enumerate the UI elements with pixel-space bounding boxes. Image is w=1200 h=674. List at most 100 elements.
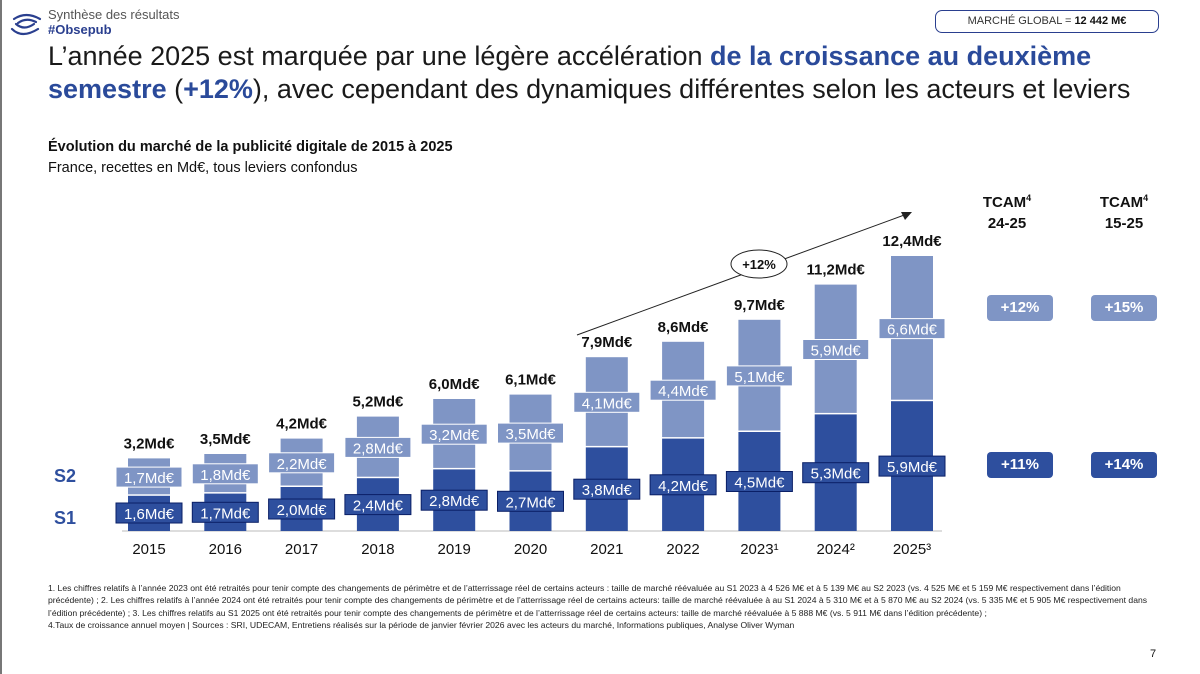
section-title: Synthèse des résultats (48, 7, 180, 22)
market-badge-value: 12 442 M€ (1074, 15, 1127, 27)
total-label: 6,0Md€ (429, 376, 481, 393)
x-tick-label: 2021 (590, 541, 623, 558)
tcam-15-25-s2: +15% (1091, 295, 1157, 321)
data-label-box (115, 502, 183, 524)
data-label-box (268, 452, 336, 474)
total-label: 3,5Md€ (200, 431, 252, 448)
data-label-box (268, 498, 336, 520)
x-tick-label: 2024² (817, 541, 855, 558)
tcam-label: TCAM (1099, 194, 1144, 211)
x-tick-label: 2025³ (893, 541, 931, 558)
data-label-s1: 1,6Md€ (124, 506, 175, 523)
x-tick-label: 2019 (438, 541, 471, 558)
data-label-s1: 5,9Md€ (887, 459, 938, 476)
title-part: ( (166, 74, 184, 104)
data-label-box (420, 489, 488, 511)
data-label-box (649, 379, 717, 401)
total-label: 7,9Md€ (581, 334, 633, 351)
x-tick-label: 2022 (666, 541, 699, 558)
data-label-s1: 4,5Md€ (734, 475, 785, 492)
x-tick-label: 2018 (361, 541, 394, 558)
data-label-box (725, 471, 793, 492)
tcam-24-25-s2: +12% (987, 295, 1053, 321)
data-label-box (802, 462, 870, 484)
tcam-label: TCAM (982, 194, 1027, 211)
data-label-s2: 1,8Md€ (200, 467, 251, 484)
data-label-s2: 1,7Md€ (124, 470, 175, 487)
tcam-sup: 4 (1026, 193, 1032, 203)
growth-annotation: +12% (742, 257, 776, 272)
total-label: 9,7Md€ (734, 297, 786, 314)
tcam-15-25-s1: +14% (1091, 452, 1157, 478)
tcam-period: 15-25 (1104, 215, 1144, 232)
data-label-s1: 1,7Md€ (200, 505, 251, 522)
hashtag: #Obsepub (48, 22, 112, 37)
data-label-s2: 6,6Md€ (887, 322, 938, 339)
total-label: 11,2Md€ (807, 262, 866, 279)
data-label-box (802, 339, 870, 360)
total-label: 12,4Md€ (882, 233, 942, 250)
tcam-header-24-25: TCAM4 24-25 (962, 188, 1052, 234)
data-label-box (573, 391, 641, 413)
data-label-s1: 2,7Md€ (505, 494, 556, 511)
data-label-s1: 3,8Md€ (582, 482, 633, 499)
market-badge-label: MARCHÉ GLOBAL = (967, 15, 1075, 27)
data-label-s2: 5,1Md€ (734, 369, 785, 386)
legend-s1: S1 (54, 508, 77, 528)
chart-subtitle: France, recettes en Md€, tous leviers co… (48, 160, 358, 176)
chart-title: Évolution du marché de la publicité digi… (48, 139, 453, 155)
data-label-box (420, 423, 488, 445)
data-label-s1: 5,3Md€ (811, 466, 862, 483)
total-label: 8,6Md€ (658, 319, 710, 336)
data-label-box (878, 318, 946, 340)
data-label-box (497, 490, 564, 512)
data-label-box (649, 474, 717, 496)
data-label-s1: 2,8Md€ (429, 493, 480, 510)
data-label-box (344, 436, 412, 458)
obsepub-logo-icon (10, 13, 42, 36)
total-label: 4,2Md€ (276, 416, 328, 433)
data-label-s1: 2,4Md€ (353, 498, 404, 515)
x-tick-label: 2023¹ (740, 541, 778, 558)
page-number: 7 (1150, 648, 1157, 660)
arrow-head-icon (901, 212, 912, 220)
title-part: ), avec cependant des dynamiques différe… (252, 74, 1131, 104)
data-label-box (725, 365, 793, 387)
x-tick-label: 2017 (285, 541, 318, 558)
x-tick-label: 2015 (132, 541, 165, 558)
legend-s2: S2 (54, 466, 77, 486)
footnote-text: 1. Les chiffres relatifs à l’année 2023 … (48, 583, 1148, 618)
tcam-period: 24-25 (987, 215, 1027, 232)
data-label-box (573, 478, 641, 500)
data-label-box (191, 501, 259, 523)
data-label-box (344, 494, 412, 516)
data-label-box (497, 422, 564, 444)
footnotes: 1. Les chiffres relatifs à l’année 2023 … (48, 582, 1168, 631)
data-label-box (878, 455, 946, 477)
data-label-s2: 2,2Md€ (277, 456, 328, 473)
tcam-header-15-25: TCAM4 15-25 (1079, 188, 1169, 234)
total-label: 5,2Md€ (352, 394, 404, 411)
data-label-s1: 2,0Md€ (277, 502, 328, 519)
data-label-s2: 5,9Md€ (811, 343, 862, 360)
total-label: 3,2Md€ (124, 435, 176, 452)
title-part: L’année 2025 est marquée par une légère … (48, 41, 710, 71)
data-label-s1: 4,2Md€ (658, 478, 709, 495)
total-label: 6,1Md€ (505, 372, 557, 389)
x-tick-label: 2016 (209, 541, 242, 558)
tcam-sup: 4 (1143, 193, 1149, 203)
x-tick-label: 2020 (514, 541, 547, 558)
page-title: L’année 2025 est marquée par une légère … (48, 40, 1168, 106)
market-badge: MARCHÉ GLOBAL = 12 442 M€ (935, 10, 1159, 33)
data-label-s2: 4,4Md€ (658, 383, 709, 400)
data-label-s2: 3,5Md€ (505, 426, 556, 443)
data-label-s2: 2,8Md€ (353, 440, 404, 457)
sources-text: 4.Taux de croissance annuel moyen | Sour… (48, 619, 795, 630)
annotation-ellipse (730, 249, 788, 279)
data-label-box (191, 463, 259, 485)
data-label-s2: 4,1Md€ (582, 395, 633, 412)
title-highlight: +12% (183, 74, 253, 104)
data-label-s2: 3,2Md€ (429, 427, 480, 444)
